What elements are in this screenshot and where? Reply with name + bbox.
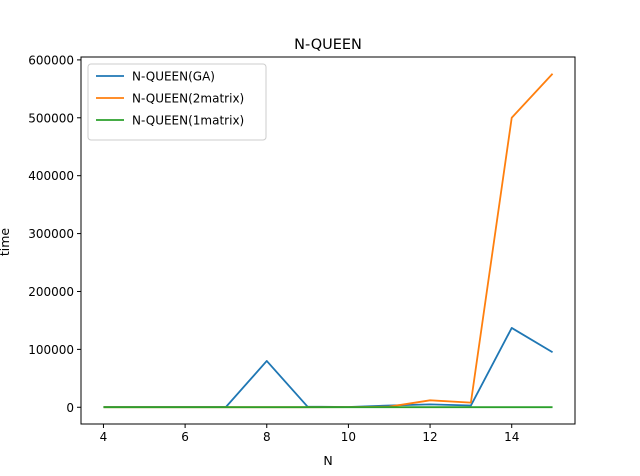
legend-label-1: N-QUEEN(2matrix)	[132, 92, 244, 106]
axes-frame	[80, 56, 576, 425]
plot-area: 4 6 8 10 12 14 0 100000 200000 300000 400000 500000…	[28, 53, 576, 444]
y-tick-label: 500000	[28, 111, 74, 125]
x-axis-label: N	[323, 453, 332, 468]
series-line-0	[103, 327, 554, 408]
chart-title: N-QUEEN	[294, 37, 362, 53]
y-tick-label: 200000	[28, 285, 74, 299]
legend-box	[87, 63, 267, 141]
y-tick-label: 100000	[28, 343, 74, 357]
x-tick-label: 8	[263, 430, 271, 444]
y-tick-label: 300000	[28, 227, 74, 241]
y-tick-label: 600000	[28, 53, 74, 67]
y-tick-label: 400000	[28, 169, 74, 183]
x-tick-label: 14	[504, 430, 519, 444]
y-axis-label: time	[0, 228, 12, 257]
legend-label-0: N-QUEEN(GA)	[132, 70, 215, 84]
x-tick-label: 6	[181, 430, 189, 444]
legend-label-2: N-QUEEN(1matrix)	[132, 114, 244, 128]
y-tick-label: 0	[66, 401, 74, 415]
x-tick-label: 10	[341, 430, 356, 444]
x-tick-label: 4	[100, 430, 108, 444]
x-tick-label: 12	[422, 430, 437, 444]
